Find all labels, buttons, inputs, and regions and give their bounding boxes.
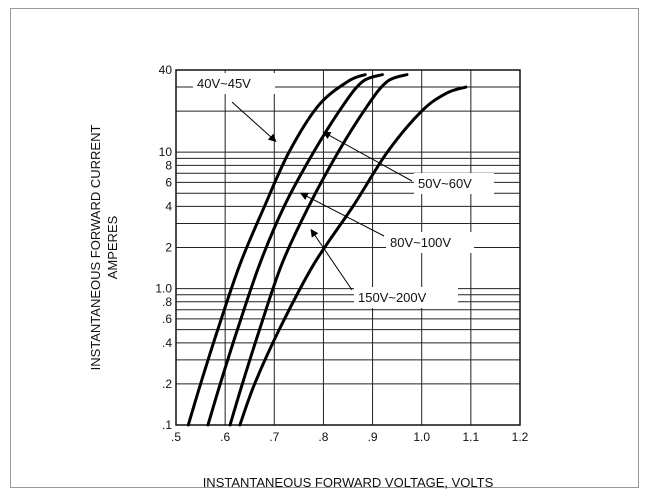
y-tick-label: .6: [162, 312, 172, 326]
y-tick-label: 40: [159, 63, 173, 77]
x-tick-labels: .5 .6 .7 .8 .9 1.0 1.1 1.2: [171, 430, 529, 444]
y-tick-label: 10: [159, 145, 173, 159]
series-line-3: [238, 85, 468, 427]
y-tick-label: .4: [162, 336, 172, 350]
y-tick-label: 8: [165, 158, 172, 172]
y-axis-label-line2: AMPERES: [105, 215, 120, 279]
y-tick-label: .2: [162, 377, 172, 391]
x-tick-label: .9: [368, 430, 378, 444]
y-tick-label: 2: [165, 241, 172, 255]
y-tick-labels: .1 .2 .4 .6 .81.0 2 4 6 810 40: [155, 63, 172, 432]
x-tick-label: 1.1: [463, 430, 480, 444]
y-tick-label: .8: [162, 295, 172, 309]
series-line-0: [186, 73, 367, 427]
x-tick-label: 1.0: [413, 430, 430, 444]
axis-labels: INSTANTANEOUS FORWARD VOLTAGE, VOLTS INST…: [88, 125, 494, 490]
x-tick-label: .7: [269, 430, 279, 444]
series-label-0: 40V~45V: [197, 76, 251, 91]
series-arrow-3: [310, 228, 353, 291]
series-annotations: 40V~45V 50V~60V 80V~100V 150V~200V: [193, 73, 494, 308]
x-tick-label: 1.2: [512, 430, 529, 444]
series-label-3: 150V~200V: [358, 290, 427, 305]
x-tick-label: .8: [318, 430, 328, 444]
series-arrow-0: [231, 101, 277, 143]
series-label-box: [193, 73, 275, 94]
series-arrow-2: [299, 192, 385, 237]
plot-area-border: [175, 69, 521, 426]
x-tick-label: .6: [220, 430, 230, 444]
series-label-1: 50V~60V: [418, 176, 472, 191]
y-axis-label-line1: INSTANTANEOUS FORWARD CURRENT: [88, 125, 103, 371]
series-label-2: 80V~100V: [390, 235, 451, 250]
series-label-box: [414, 173, 494, 194]
y-tick-label: 1.0: [155, 282, 172, 296]
series-line-1: [206, 73, 384, 427]
axes: [175, 69, 521, 426]
y-tick-label: 4: [165, 199, 172, 213]
x-axis-label: INSTANTANEOUS FORWARD VOLTAGE, VOLTS: [203, 475, 494, 490]
x-tick-label: .5: [171, 430, 181, 444]
series-arrow-1: [322, 131, 413, 182]
y-tick-label: .1: [162, 418, 172, 432]
series-label-box: [354, 287, 458, 308]
y-tick-label: 6: [165, 175, 172, 189]
series-curves: [186, 73, 468, 427]
series-line-2: [228, 73, 409, 427]
series-label-box: [386, 232, 474, 253]
